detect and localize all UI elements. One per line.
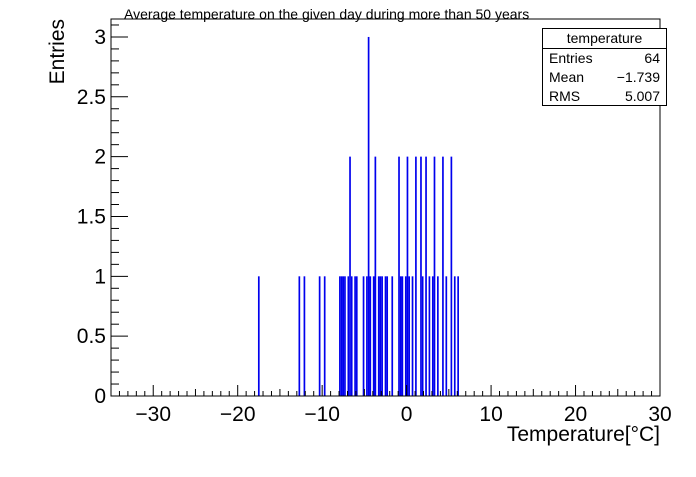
histogram-bar: [411, 276, 414, 396]
histogram-bar: [303, 276, 306, 396]
histogram-bar: [420, 156, 422, 396]
histogram-bar: [431, 276, 434, 396]
histogram-bar: [377, 276, 380, 396]
y-tick-label: 1.5: [77, 205, 106, 228]
histogram-bar: [415, 156, 417, 396]
histogram-bar: [355, 276, 358, 396]
histogram-bar: [406, 156, 409, 396]
x-tick-label: −10: [304, 403, 340, 426]
plot-frame: [110, 18, 661, 397]
y-tick-label: 0: [94, 385, 106, 408]
histogram-bar: [437, 276, 439, 396]
stats-entries-value: 64: [644, 50, 660, 66]
chart-title: Average temperature on the given day dur…: [124, 6, 530, 22]
histogram-bar: [433, 156, 436, 396]
histogram-bar: [404, 276, 407, 396]
stats-box: temperature Entries 64 Mean −1.739 RMS 5…: [542, 28, 667, 106]
histogram-bar: [342, 276, 345, 396]
histogram-bar: [369, 276, 372, 396]
histogram-bar: [379, 276, 382, 396]
stats-row-entries: Entries 64: [543, 49, 666, 68]
y-tick-label: 1: [94, 265, 106, 288]
stats-mean-label: Mean: [549, 69, 585, 85]
x-tick-label: 10: [479, 403, 502, 426]
y-tick-label: 2.5: [77, 86, 106, 109]
histogram-bar: [257, 276, 260, 396]
y-axis-title: Entries: [46, 19, 69, 84]
stats-entries-label: Entries: [549, 50, 593, 66]
histogram-bar: [399, 276, 402, 396]
histogram-bar: [350, 276, 353, 396]
histogram-bar: [401, 276, 404, 396]
y-tick-label: 0.5: [77, 325, 106, 348]
x-tick-label: 20: [564, 403, 587, 426]
histogram-bar: [457, 276, 459, 396]
histogram-bar: [367, 36, 370, 396]
y-tick-label: 2: [94, 146, 106, 169]
histogram-bar: [347, 276, 350, 396]
histogram-bar: [408, 276, 410, 396]
x-tick-label: −20: [220, 403, 256, 426]
histogram-bar: [344, 276, 346, 396]
histogram-bar: [298, 276, 301, 396]
x-axis: −30 −20 −10 0 10 20 30: [110, 385, 672, 426]
histogram-bar: [372, 276, 375, 396]
y-tick-label: 3: [94, 26, 106, 49]
stats-rms-label: RMS: [549, 88, 581, 104]
histogram-bar: [323, 276, 326, 396]
x-tick-label: −30: [135, 403, 171, 426]
histogram-bar: [339, 276, 341, 396]
histogram-bar: [386, 276, 389, 396]
histogram-bar: [425, 156, 427, 396]
histogram-bar: [366, 276, 368, 396]
histogram-bar: [384, 276, 387, 396]
histogram-bar: [442, 156, 444, 396]
histogram-bar: [445, 276, 448, 396]
stats-row-mean: Mean −1.739: [543, 68, 666, 87]
histogram-bar: [374, 156, 377, 396]
histogram-bar: [428, 276, 431, 396]
stats-mean-value: −1.739: [616, 69, 660, 85]
histogram-bar: [318, 276, 321, 396]
x-axis-title: Temperature[°C]: [507, 423, 660, 446]
stats-box-title: temperature: [543, 29, 666, 49]
histogram-bar: [340, 276, 343, 396]
y-axis: 0 0.5 1 1.5 2 2.5 3: [77, 24, 128, 408]
histogram-bar: [354, 276, 356, 396]
x-tick-label: 30: [648, 403, 671, 426]
histogram-bar: [398, 156, 400, 396]
stats-row-rms: RMS 5.007: [543, 87, 666, 106]
histogram-bar: [381, 276, 383, 396]
stats-rms-value: 5.007: [624, 88, 660, 104]
histogram-bars: [257, 36, 459, 396]
histogram-bar: [450, 156, 453, 396]
histogram-bar: [391, 276, 394, 396]
histogram-bar: [453, 276, 456, 396]
histogram-bar: [349, 156, 351, 396]
x-tick-label: 0: [401, 403, 413, 426]
histogram-bar: [362, 276, 365, 396]
histogram-bar: [421, 276, 424, 396]
